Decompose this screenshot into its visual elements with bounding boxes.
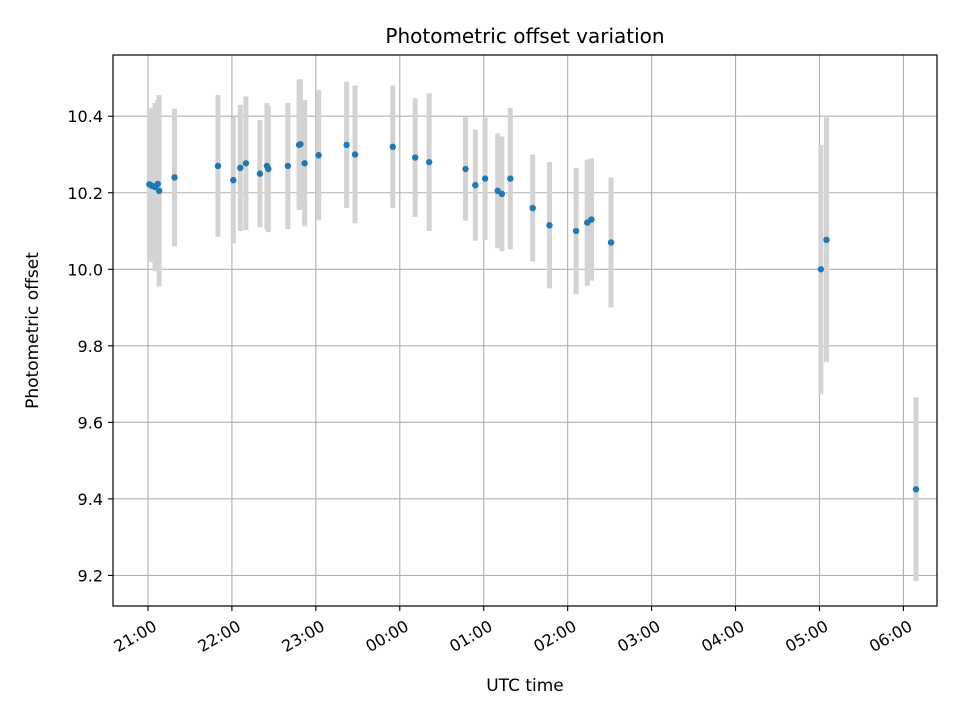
chart-title: Photometric offset variation	[385, 24, 664, 48]
data-point	[817, 266, 825, 273]
data-point	[230, 176, 237, 184]
data-point	[529, 204, 536, 212]
y-axis-title: Photometric offset	[23, 252, 43, 409]
data-point	[546, 222, 553, 229]
data-point	[214, 162, 222, 170]
y-axis-ticks: 9.2 9.4 9.6 9.8 10.0 10.2 10.4	[67, 107, 113, 585]
data-point	[265, 165, 272, 173]
data-point	[237, 164, 244, 172]
data-point	[297, 140, 304, 148]
data-point	[171, 174, 178, 181]
data-point	[154, 180, 161, 188]
data-point	[607, 239, 615, 246]
data-point	[411, 154, 419, 161]
data-point	[912, 486, 920, 493]
data-point	[572, 227, 580, 235]
data-point	[242, 160, 250, 167]
x-tick-label: 01:00	[446, 616, 495, 656]
x-axis-ticks: 21:00 22:00 23:00 00:00 01:00 02:00 03:00 04:00…	[111, 606, 915, 656]
x-tick-label: 02:00	[530, 616, 579, 656]
data-points	[146, 140, 920, 493]
y-tick-label: 10.2	[67, 184, 103, 203]
plot-background	[113, 55, 937, 606]
x-tick-label: 03:00	[614, 616, 663, 656]
data-point	[301, 160, 308, 167]
grid	[113, 55, 937, 606]
data-point	[462, 165, 469, 173]
x-tick-label: 04:00	[698, 616, 747, 656]
data-point	[343, 141, 350, 149]
x-tick-label: 05:00	[782, 616, 831, 656]
data-point	[588, 216, 595, 223]
data-point	[498, 190, 506, 198]
data-point	[351, 151, 359, 158]
y-tick-label: 9.4	[78, 490, 103, 509]
data-point	[389, 143, 396, 151]
data-point	[481, 175, 489, 182]
y-tick-label: 10.0	[67, 260, 103, 279]
data-point	[472, 181, 479, 189]
data-point	[425, 158, 433, 166]
y-tick-label: 9.6	[78, 413, 103, 432]
x-tick-label: 22:00	[194, 616, 243, 656]
x-tick-label: 21:00	[111, 616, 160, 656]
y-tick-label: 10.4	[67, 107, 103, 126]
y-tick-label: 9.8	[78, 337, 103, 356]
x-tick-label: 00:00	[362, 616, 411, 656]
y-tick-label: 9.2	[78, 566, 103, 585]
data-point	[256, 170, 264, 177]
data-point	[155, 187, 163, 195]
data-point	[507, 175, 514, 182]
plot-frame	[112, 54, 938, 607]
data-point	[823, 236, 830, 244]
data-point	[315, 152, 322, 159]
x-tick-label: 06:00	[866, 616, 915, 656]
x-tick-label: 23:00	[278, 616, 327, 656]
x-axis-title: UTC time	[486, 676, 564, 696]
data-point	[284, 162, 292, 170]
